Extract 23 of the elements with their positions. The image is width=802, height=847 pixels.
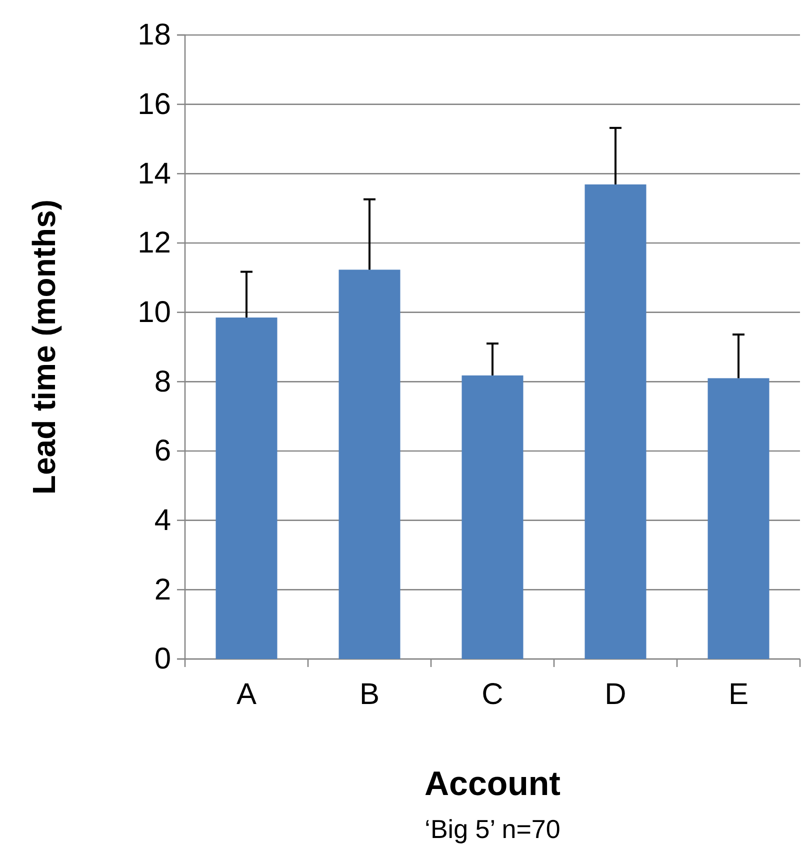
y-tick-label: 12 (138, 226, 171, 260)
x-tick-label: E (728, 678, 749, 711)
y-tick-label: 0 (154, 642, 171, 676)
x-tick-label: B (359, 678, 380, 711)
y-axis-title: Lead time (months) (26, 199, 62, 495)
bar (338, 270, 400, 659)
x-tick-label: C (482, 678, 504, 711)
x-tick-label: A (236, 678, 257, 711)
text: ‘Big 5’ n=70 (424, 814, 560, 844)
bar (462, 375, 524, 659)
bar (216, 318, 278, 659)
y-tick-label: 10 (138, 296, 171, 329)
bar (708, 378, 770, 659)
y-tick-label: 6 (154, 434, 171, 468)
y-tick-label: 2 (154, 573, 171, 606)
bar (584, 184, 646, 659)
y-tick-label: 14 (138, 157, 171, 190)
y-tick-label: 8 (154, 365, 171, 398)
y-tick-label: 18 (138, 18, 171, 52)
y-tick-label: 4 (154, 504, 171, 537)
x-tick-label: D (604, 678, 626, 711)
y-tick-label: 16 (138, 88, 171, 121)
x-axis-title: Account (424, 765, 560, 803)
